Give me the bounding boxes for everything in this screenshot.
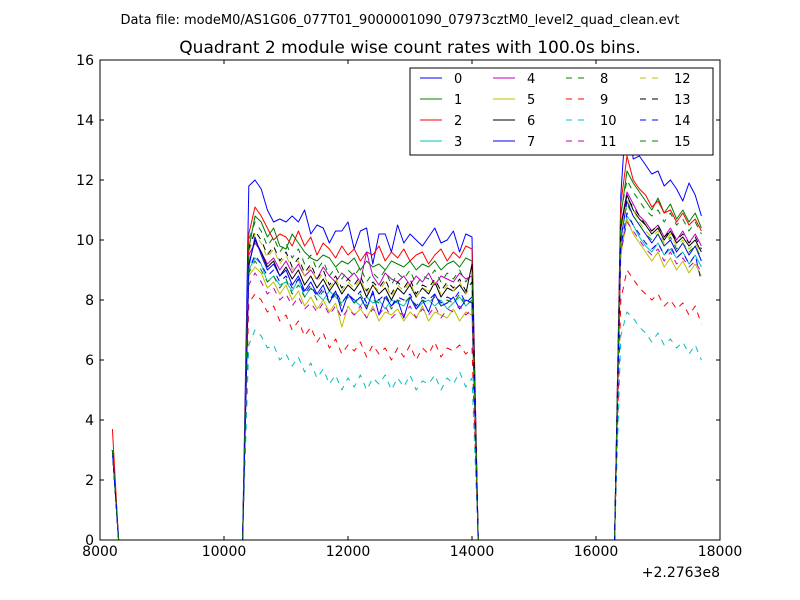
legend-label-11: 11: [600, 135, 617, 150]
y-tick-label: 16: [76, 53, 94, 69]
series-line-8: [111, 203, 702, 540]
y-tick-label: 8: [85, 293, 94, 309]
x-tick-label: 18000: [698, 544, 743, 560]
series-line-12: [111, 200, 702, 540]
legend-label-1: 1: [454, 93, 462, 108]
plot-area: [111, 101, 702, 540]
y-tick-label: 14: [76, 113, 94, 129]
chart-title: Quadrant 2 module wise count rates with …: [179, 38, 640, 58]
legend-label-15: 15: [674, 135, 691, 150]
x-tick-label: 12000: [326, 544, 371, 560]
series-line-4: [111, 191, 702, 540]
series-line-1: [111, 170, 702, 540]
series-line-6: [111, 194, 702, 540]
legend-label-6: 6: [527, 114, 535, 129]
legend-label-7: 7: [527, 135, 535, 150]
figure-suptitle: Data file: modeM0/AS1G06_077T01_90000010…: [121, 13, 680, 28]
y-tick-label: 4: [85, 413, 94, 429]
legend-label-8: 8: [600, 72, 608, 87]
y-tick-label: 2: [85, 473, 94, 489]
legend-label-14: 14: [674, 114, 691, 129]
y-tick-label: 10: [76, 233, 94, 249]
x-axis-offset-label: +2.2763e8: [642, 565, 720, 581]
x-tick-label: 8000: [82, 544, 118, 560]
series-line-7: [111, 200, 702, 540]
legend-label-4: 4: [527, 72, 535, 87]
legend-label-13: 13: [674, 93, 691, 108]
y-tick-label: 6: [85, 353, 94, 369]
series-line-9: [111, 269, 702, 540]
series-line-10: [111, 311, 702, 540]
x-axis: 8000 10000 12000 14000 16000 18000: [82, 60, 742, 560]
x-tick-label: 10000: [202, 544, 247, 560]
y-tick-label: 0: [85, 533, 94, 549]
series-line-5: [111, 218, 702, 540]
legend-label-3: 3: [454, 135, 462, 150]
legend-label-12: 12: [674, 72, 691, 87]
legend-label-10: 10: [600, 114, 617, 129]
legend-label-2: 2: [454, 114, 462, 129]
legend-label-9: 9: [600, 93, 608, 108]
series-line-0: [111, 101, 702, 540]
legend-label-5: 5: [527, 93, 535, 108]
x-tick-label: 16000: [574, 544, 619, 560]
series-line-13: [111, 197, 702, 540]
series-line-15: [111, 179, 702, 540]
legend-box: [409, 67, 714, 156]
series-line-14: [111, 212, 702, 540]
x-tick-label: 14000: [450, 544, 495, 560]
legend-label-0: 0: [454, 72, 462, 87]
y-tick-label: 12: [76, 173, 94, 189]
series-line-3: [111, 215, 702, 540]
series-line-2: [111, 155, 702, 540]
